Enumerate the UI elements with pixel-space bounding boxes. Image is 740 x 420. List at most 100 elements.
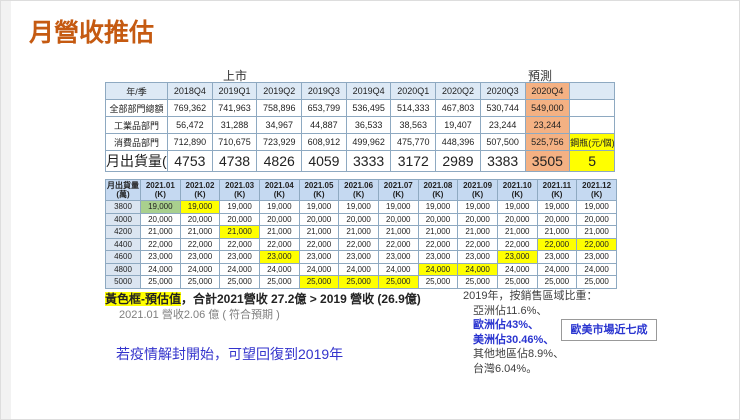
header-cell: 2019Q2 [256, 82, 303, 100]
header-line: 2021.04 [264, 181, 294, 190]
row: 4000 20,000 20,000 20,000 20,000 20,000 20,000… [105, 212, 617, 226]
cell: 工業品部門 [105, 116, 168, 134]
cell: 723,929 [256, 133, 303, 151]
cell: 24,000 [219, 262, 260, 276]
cell [569, 99, 615, 117]
cell: 23,000 [298, 250, 340, 264]
cell: 23,000 [377, 250, 419, 264]
header-cell: 2021.03 (K) [219, 179, 260, 201]
header-line: 2021.06 [344, 181, 374, 190]
cell: 24,000 [298, 262, 340, 276]
cell: 475,770 [390, 133, 437, 151]
header-cell: 2019Q3 [301, 82, 347, 100]
header-row: 月出貨量 (萬) 2021.01 (K) 2021.02 (K) 2021.03 (K) 202… [105, 179, 617, 201]
cell: 31,288 [211, 116, 258, 134]
header-line: (K) [154, 190, 166, 199]
cell: 19,000 [576, 200, 617, 214]
cell: 712,890 [167, 133, 213, 151]
cell: 710,675 [211, 133, 258, 151]
cell: 22,000 [536, 237, 578, 251]
cell: 23,000 [258, 250, 300, 264]
cell: 3383 [479, 150, 526, 172]
region-line: 美洲佔30.46%、 [473, 333, 555, 346]
cell: 19,000 [377, 200, 419, 214]
header-cell: 2021.02 (K) [179, 179, 221, 201]
header-cell: 2021.05 (K) [298, 179, 340, 201]
cell: 23,000 [496, 250, 538, 264]
cell: 22,000 [179, 237, 221, 251]
cell: 25,000 [496, 275, 538, 289]
cell: 19,000 [457, 200, 498, 214]
header-cell: 年/季 [105, 82, 168, 100]
cell [569, 116, 615, 134]
cell: 23,000 [536, 250, 578, 264]
cell: 21,000 [377, 225, 419, 239]
cell: 21,000 [179, 225, 221, 239]
cell: 530,744 [479, 99, 526, 117]
header-cell: 2020Q2 [435, 82, 481, 100]
cell: 19,000 [417, 200, 459, 214]
cell: 23,000 [576, 250, 617, 264]
cell: 448,396 [435, 133, 481, 151]
header-line: 2021.07 [383, 181, 413, 190]
header-cell: 2021.07 (K) [377, 179, 419, 201]
cell: 25,000 [536, 275, 578, 289]
cell: 24,000 [576, 262, 617, 276]
region-line: 亞洲佔11.6%、 [473, 304, 548, 317]
cell: 21,000 [536, 225, 578, 239]
cell: 23,000 [457, 250, 498, 264]
cell: 5 [569, 150, 615, 172]
cell: 22,000 [219, 237, 260, 251]
cell: 21,000 [338, 225, 379, 239]
cell: 25,000 [258, 275, 300, 289]
cell: 769,362 [167, 99, 213, 117]
cell: 20,000 [576, 212, 617, 226]
cell: 21,000 [140, 225, 181, 239]
header-line: (K) [472, 190, 484, 199]
cell: 536,495 [345, 99, 392, 117]
cell: 19,000 [298, 200, 340, 214]
header-line: 2021.08 [423, 181, 453, 190]
cell: 525,756 [524, 133, 571, 151]
cell: 22,000 [377, 237, 419, 251]
row: 4600 23,000 23,000 23,000 23,000 23,000 23,000… [105, 250, 617, 264]
header-cell: 2021.08 (K) [417, 179, 459, 201]
group-label: 上市 [223, 69, 248, 83]
cell: 34,967 [256, 116, 303, 134]
cell: 25,000 [377, 275, 419, 289]
outlook: 若疫情解封開始，可望回復到2019年 [116, 346, 344, 362]
cell: 23,000 [219, 250, 260, 264]
cell: 25,000 [298, 275, 340, 289]
row: 消費品部門 712,890 710,675 723,929 608,912 499,962… [105, 133, 615, 151]
header-cell: 2021.06 (K) [338, 179, 379, 201]
cell: 21,000 [219, 225, 260, 239]
cell: 5000 [105, 275, 141, 289]
cell: 24,000 [258, 262, 300, 276]
row: 3800 19,000 19,000 19,000 19,000 19,000 19,000… [105, 200, 617, 214]
january-note: 2021.01 營收2.06 億 ( 符合預期 ) [119, 309, 280, 321]
header-cell [569, 82, 615, 100]
header-line: (K) [194, 190, 206, 199]
cell: 20,000 [219, 212, 260, 226]
header-line: 月出貨量 [107, 181, 139, 190]
region-list: 2019年，按銷售區域比重： 亞洲佔11.6%、 歐洲佔43%、 美洲佔30.46%、… [463, 289, 597, 376]
row: 工業品部門 56,472 31,288 34,967 44,887 36,533 38,56… [105, 116, 615, 134]
header-cell: 2019Q1 [211, 82, 258, 100]
header-cell: 2021.10 (K) [496, 179, 538, 201]
header-row: 年/季 2018Q4 2019Q1 2019Q2 2019Q3 2019Q4 2020Q1 2… [105, 82, 615, 100]
estimate-note: 黃色框-預估值，合計2021營收 27.2億 > 2019 營收 (26.9億) [105, 290, 421, 307]
cell: 4200 [105, 225, 141, 239]
header-line: 2021.09 [463, 181, 493, 190]
cell: 2989 [435, 150, 481, 172]
cell: 鋼瓶(元/個) [569, 133, 615, 151]
cell: 20,000 [417, 212, 459, 226]
cell: 21,000 [298, 225, 340, 239]
cell: 741,963 [211, 99, 258, 117]
cell: 3505 [524, 150, 571, 172]
header-line: 2021.01 [145, 181, 175, 190]
cell: 36,533 [345, 116, 392, 134]
header-line: 2021.10 [502, 181, 532, 190]
cell: 22,000 [338, 237, 379, 251]
cell: 467,803 [435, 99, 481, 117]
